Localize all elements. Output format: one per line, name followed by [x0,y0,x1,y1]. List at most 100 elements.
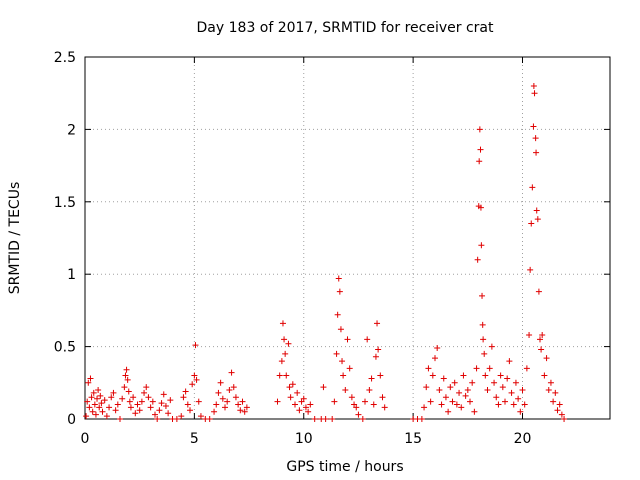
data-point [217,379,224,386]
data-point [235,401,242,408]
data-point [533,149,540,156]
data-point [243,404,250,411]
data-point [533,207,540,214]
data-point [110,389,117,396]
data-point [359,416,366,422]
data-point [98,400,105,407]
data-point [173,416,180,422]
data-point [440,375,447,382]
data-point [486,365,493,372]
data-point [495,401,502,408]
data-point [374,320,381,327]
data-point [348,394,355,401]
data-point [228,369,235,376]
data-point [379,394,386,401]
data-point [88,394,95,401]
data-point [156,407,163,414]
data-point [97,392,104,399]
data-point [134,401,141,408]
data-point [124,376,131,383]
data-point [322,416,329,422]
data-point [462,392,469,399]
data-point [287,394,294,401]
data-point [130,394,137,401]
data-point [237,407,244,414]
data-point [211,408,218,415]
data-point [119,395,126,402]
data-point [337,326,344,333]
data-point [488,343,495,350]
data-point [467,398,473,405]
data-point [368,375,375,382]
data-point [543,355,550,362]
data-point [292,401,298,408]
data-point [530,123,537,130]
data-point [517,408,524,415]
data-point [154,416,161,422]
data-point [436,387,443,394]
data-point [232,394,239,401]
data-point [474,256,481,263]
data-point [180,394,187,401]
y-axis-label: SRMTID / TECUs [7,182,23,295]
data-point [152,411,158,418]
data-point [449,398,456,405]
data-point [377,372,384,379]
data-point [132,410,139,417]
x-tick-label: 0 [81,431,90,447]
y-tick-label: 1 [67,267,76,283]
data-point [429,372,436,379]
data-point [282,350,289,357]
data-point [329,416,336,422]
y-tick-label: 2.5 [54,50,76,66]
data-point [519,387,526,394]
x-tick-label: 15 [404,431,422,447]
x-tick-label: 10 [295,431,313,447]
data-point [302,404,309,411]
data-point [241,408,248,415]
data-point [121,384,128,391]
data-point [126,398,133,405]
data-point [370,401,377,408]
data-point [469,379,476,386]
data-point [541,372,548,379]
data-point [556,401,563,408]
data-point [545,387,552,394]
data-point [122,372,129,379]
gridlines [85,57,610,419]
data-point [89,408,96,415]
data-point [491,379,498,386]
data-point [206,416,213,422]
data-point [285,340,292,347]
data-point [538,346,545,353]
data-point [296,407,303,414]
data-point [162,402,169,409]
data-point [187,407,193,414]
data-point [125,388,132,395]
axis-ticks: 0 0.5 1 1.5 2 2.5 0 5 10 15 20 [54,50,610,447]
data-point [523,365,530,372]
x-tick-label: 20 [514,431,532,447]
data-point [346,365,353,372]
data-point [294,389,301,396]
data-point [195,398,202,405]
data-point [276,372,283,379]
x-axis-label: GPS time / hours [286,459,403,475]
data-point [178,413,185,420]
data-point [362,398,368,405]
data-point [438,401,445,408]
data-point [215,389,222,396]
data-point [447,384,454,391]
data-point [339,358,346,365]
data-point [534,216,541,223]
data-point [550,398,557,405]
data-point [497,372,504,379]
data-point [480,336,487,343]
data-point [281,336,288,343]
data-point [145,394,152,401]
data-point [344,336,351,343]
data-point [499,384,506,391]
data-point [333,350,340,357]
data-point [85,379,92,386]
